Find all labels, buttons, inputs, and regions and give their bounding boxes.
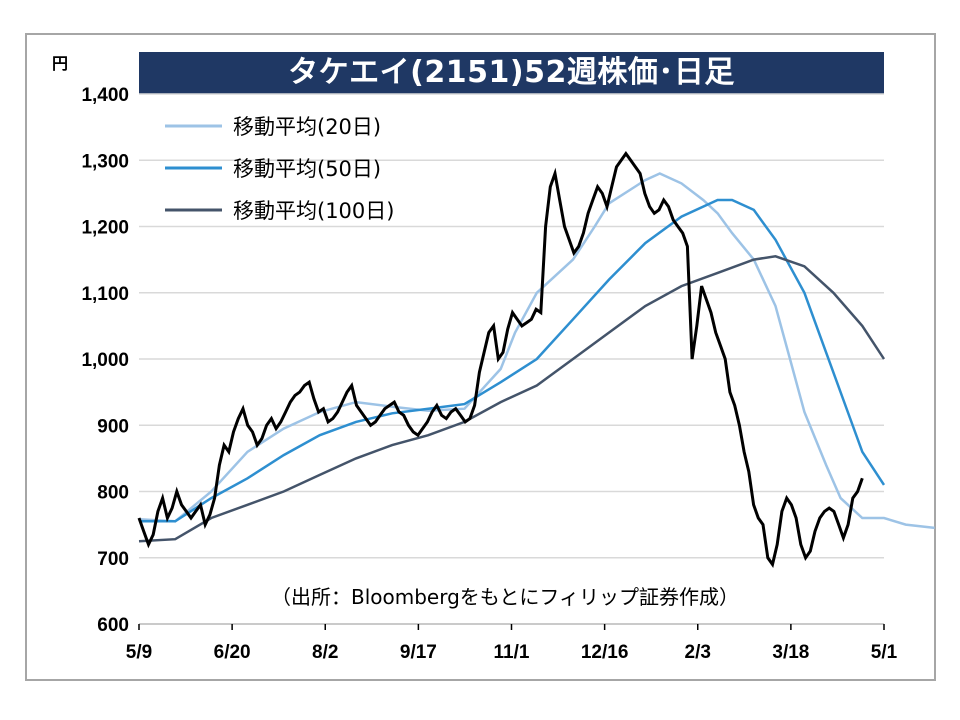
y-axis-ticks: 1,400 1,300 1,200 1,100 1,000 900 800 700 600 bbox=[81, 85, 129, 636]
price-line bbox=[137, 151, 864, 568]
legend-label: 移動平均(100日) bbox=[233, 199, 394, 223]
y-tick-label: 600 bbox=[97, 615, 129, 636]
y-tick-label: 1,000 bbox=[81, 350, 129, 371]
chart-title: タケエイ(2151)52週株価･日足 bbox=[139, 52, 884, 94]
grid bbox=[139, 93, 884, 625]
x-tick-label: 2/3 bbox=[685, 642, 711, 663]
series-lines bbox=[137, 151, 935, 568]
y-tick-label: 900 bbox=[97, 416, 129, 437]
y-tick-label: 1,400 bbox=[81, 85, 129, 106]
y-tick-label: 1,100 bbox=[81, 284, 129, 305]
x-tick-label: 5/1 bbox=[871, 642, 898, 663]
y-axis-unit: 円 bbox=[52, 54, 69, 73]
ma-line bbox=[138, 255, 886, 543]
y-tick-label: 800 bbox=[97, 483, 129, 504]
x-axis-ticks: 5/9 6/20 8/2 9/17 11/1 12/16 2/3 3/18 5/1 bbox=[126, 624, 898, 663]
legend-label: 移動平均(50日) bbox=[233, 157, 381, 181]
y-tick-label: 1,200 bbox=[81, 218, 129, 239]
y-tick-label: 1,300 bbox=[81, 151, 129, 172]
source-note: （出所：Bloombergをもとにフィリップ証券作成） bbox=[271, 585, 739, 609]
x-tick-label: 3/18 bbox=[772, 642, 809, 663]
legend-label: 移動平均(20日) bbox=[233, 115, 381, 139]
x-tick-label: 6/20 bbox=[214, 642, 251, 663]
x-tick-label: 8/2 bbox=[312, 642, 338, 663]
chart-frame bbox=[25, 33, 936, 681]
x-tick-label: 5/9 bbox=[126, 642, 152, 663]
x-tick-label: 11/1 bbox=[494, 642, 530, 663]
x-tick-label: 9/17 bbox=[400, 642, 437, 663]
ma-line bbox=[139, 198, 886, 523]
ma-line bbox=[138, 172, 935, 530]
y-tick-label: 700 bbox=[97, 549, 129, 570]
x-tick-label: 12/16 bbox=[581, 642, 629, 663]
legend: 移動平均(20日) 移動平均(50日) 移動平均(100日) bbox=[165, 115, 394, 223]
